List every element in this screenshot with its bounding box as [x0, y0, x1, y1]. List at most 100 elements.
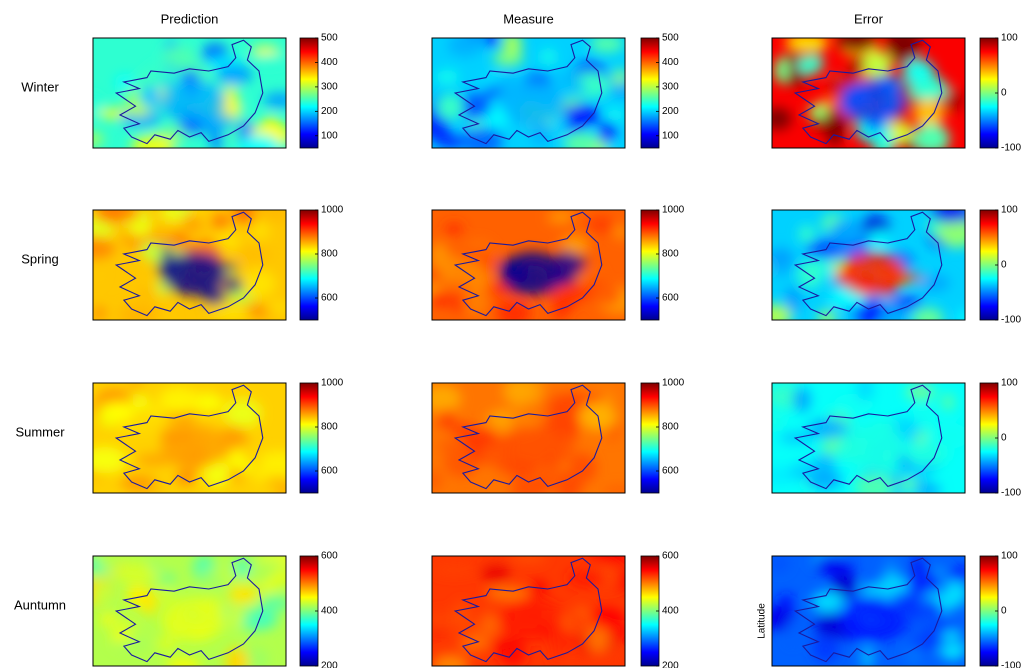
heatmap-blob	[225, 647, 249, 666]
heatmap-blob	[811, 591, 845, 612]
heatmap-blob	[578, 402, 617, 431]
map-frame	[771, 37, 966, 149]
heatmap-blob	[580, 649, 623, 666]
heatmap-blob	[128, 383, 143, 394]
heatmap-blob	[436, 94, 464, 121]
heatmap-blob	[224, 277, 243, 293]
coastline	[453, 384, 603, 490]
heatmap	[772, 383, 965, 493]
heatmap-blob	[606, 108, 624, 122]
coastline	[793, 211, 943, 317]
heatmap-blob	[156, 259, 175, 274]
heatmap-blob	[953, 636, 965, 647]
heatmap-blobs	[432, 556, 625, 666]
heatmap-blob	[432, 384, 462, 413]
heatmap-blob	[868, 230, 891, 248]
heatmap-blob	[169, 103, 184, 117]
heatmap	[772, 556, 965, 666]
heatmap-blob	[119, 476, 157, 489]
colorbar-tick-label: 600	[662, 551, 679, 562]
heatmap-blobs	[93, 210, 286, 320]
heatmap-blob	[565, 264, 584, 274]
heatmap-blob	[886, 38, 921, 58]
heatmap-blob	[218, 447, 231, 458]
heatmap-blob	[215, 233, 242, 250]
colorbar-tick-label: 1000	[321, 378, 344, 389]
heatmap	[93, 556, 286, 666]
heatmap-blob	[207, 254, 218, 263]
heatmap-blob	[125, 104, 152, 117]
colorbar	[640, 209, 660, 321]
heatmap-blobs	[93, 556, 286, 666]
heatmap-blob	[93, 307, 107, 320]
heatmap-blob	[947, 568, 965, 583]
heatmap-blob	[913, 483, 942, 493]
colorbar	[640, 382, 660, 494]
colorbar-tick-label: -100	[1001, 315, 1021, 326]
heatmap-blob	[566, 616, 586, 628]
heatmap-blob	[451, 423, 476, 437]
colorbar-tick-label: 0	[1001, 433, 1007, 444]
heatmap-blob	[807, 470, 843, 490]
heatmap-blob	[912, 403, 936, 424]
heatmap-blob	[588, 556, 625, 565]
heatmap-blob	[905, 442, 949, 466]
colorbar-tick-label: 800	[321, 422, 338, 433]
heatmap-blob	[211, 116, 222, 126]
heatmap-blob	[437, 409, 456, 429]
heatmap-blob	[224, 86, 238, 99]
heatmap-blob	[905, 384, 936, 400]
heatmap-blob	[772, 107, 792, 130]
map-frame	[771, 555, 966, 667]
heatmap-center	[499, 251, 566, 296]
heatmap-blob	[93, 132, 104, 147]
heatmap-blob	[772, 414, 784, 428]
y-axis-label: Latitude	[757, 603, 768, 639]
heatmap-blob	[259, 595, 286, 612]
heatmap-blob	[912, 123, 950, 148]
colorbar-tick-label: -100	[1001, 661, 1021, 668]
colorbar-tick-label: 600	[662, 466, 679, 477]
heatmap	[432, 383, 625, 493]
heatmap-blob	[793, 387, 811, 413]
colorbar-tick-label: 200	[662, 661, 679, 668]
heatmap-blob	[93, 261, 102, 282]
heatmap-blob	[907, 637, 952, 650]
heatmap-blob	[566, 80, 587, 94]
coastline	[114, 39, 264, 145]
heatmap	[432, 38, 625, 148]
heatmap-blob	[258, 581, 278, 592]
heatmap-center	[499, 79, 566, 124]
heatmap-blob	[97, 556, 123, 571]
heatmap-blobs	[93, 383, 286, 493]
heatmap-blob	[240, 270, 277, 297]
heatmap-blob	[215, 306, 250, 320]
colorbar-tick-label: 100	[1001, 33, 1018, 44]
heatmap	[772, 38, 965, 148]
heatmap-blob	[528, 601, 551, 613]
heatmap	[93, 38, 286, 148]
heatmap-blob	[195, 601, 215, 618]
heatmap-blob	[812, 633, 840, 663]
map-frame	[92, 382, 287, 494]
heatmap-blob	[211, 214, 230, 229]
heatmap-blob	[902, 622, 914, 631]
heatmap-blob	[510, 556, 548, 564]
coastline	[114, 384, 264, 490]
map-frame	[431, 555, 626, 667]
heatmap-blob	[131, 135, 176, 148]
heatmap-blob	[432, 114, 451, 140]
heatmap-blob	[586, 626, 610, 653]
heatmap-blob	[563, 132, 599, 148]
colorbar-tick-label: 800	[321, 249, 338, 260]
heatmap-blob	[602, 485, 625, 493]
heatmap-blob	[228, 432, 239, 447]
heatmap-blob	[866, 117, 884, 133]
colorbar-tick-label: 300	[321, 82, 338, 93]
colorbar-tick-label: -100	[1001, 488, 1021, 499]
heatmap-blob	[162, 46, 196, 67]
heatmap-blob	[115, 562, 156, 585]
coastline	[793, 557, 943, 663]
heatmap-blob	[615, 225, 625, 240]
colorbar-tick-label: 500	[662, 33, 679, 44]
